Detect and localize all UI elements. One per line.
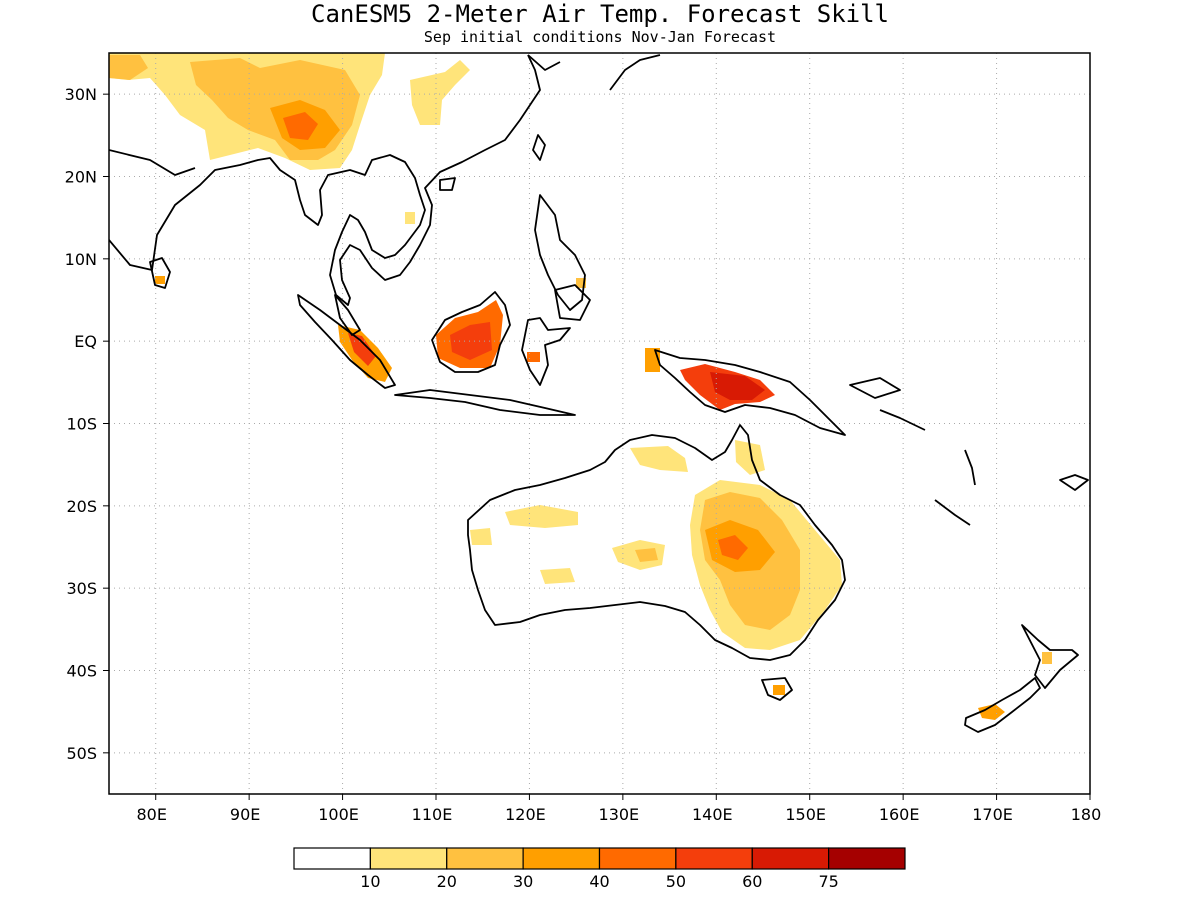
skill-region-borneo-dark bbox=[450, 322, 492, 360]
colorbar-label: 20 bbox=[437, 872, 457, 891]
lat-tick-label: EQ bbox=[74, 332, 97, 351]
colorbar: 10 20 30 40 50 60 75 bbox=[293, 847, 906, 891]
coastline-tasmania bbox=[761, 677, 793, 701]
colorbar-label: 30 bbox=[513, 872, 533, 891]
skill-region-aus-west4 bbox=[470, 528, 492, 545]
latitude-labels: 30N 20N 10N EQ 10S 20S 30S 40S 50S bbox=[65, 85, 109, 763]
coastline-asia bbox=[109, 54, 541, 306]
coastline-philippines bbox=[534, 194, 586, 311]
skill-region-aus-north bbox=[630, 446, 688, 472]
coastline-korea bbox=[527, 54, 561, 71]
coastline-japan bbox=[609, 54, 661, 91]
lat-tick-label: 20S bbox=[66, 497, 97, 516]
lat-tick-label: 30N bbox=[65, 85, 97, 104]
lon-tick-label: 160E bbox=[879, 805, 920, 824]
colorbar-swatch bbox=[522, 847, 601, 870]
skill-region-aus-west3 bbox=[540, 568, 575, 584]
coastline-newbritain bbox=[849, 377, 901, 399]
skill-region-newguinea-dark bbox=[710, 372, 765, 400]
skill-region-aus-west1 bbox=[505, 505, 578, 528]
colorbar-swatch bbox=[751, 847, 830, 870]
coastlines bbox=[109, 54, 1089, 733]
skill-region-srilanka bbox=[155, 276, 165, 284]
skill-region-newzealand bbox=[978, 704, 1005, 720]
coastline-newguinea bbox=[654, 349, 846, 436]
lon-tick-label: 120E bbox=[505, 805, 546, 824]
skill-region-sulawesi bbox=[527, 352, 540, 362]
colorbar-swatch bbox=[293, 847, 371, 870]
lon-tick-label: 130E bbox=[599, 805, 640, 824]
lon-tick-label: 150E bbox=[785, 805, 826, 824]
coastline-fiji bbox=[1059, 474, 1089, 491]
coastline-australia bbox=[467, 424, 846, 661]
coastline-sulawesi bbox=[521, 317, 571, 386]
coastline-hainan bbox=[439, 177, 456, 191]
lon-tick-label: 100E bbox=[318, 805, 359, 824]
coastline-newzealand-south bbox=[964, 677, 1041, 733]
coastline-malay bbox=[334, 294, 361, 336]
colorbar-swatch bbox=[369, 847, 448, 870]
lat-tick-label: 10N bbox=[65, 250, 97, 269]
lat-tick-label: 30S bbox=[66, 579, 97, 598]
colorbar-label: 60 bbox=[742, 872, 762, 891]
lon-tick-label: 90E bbox=[230, 805, 260, 824]
coastline-borneo bbox=[431, 291, 511, 373]
colorbar-swatch bbox=[598, 847, 677, 870]
lon-tick-label: 180 bbox=[1071, 805, 1102, 824]
coastline-srilanka bbox=[149, 257, 171, 289]
coastline-solomons bbox=[879, 409, 926, 431]
coastline-mindanao bbox=[554, 284, 591, 321]
page-title: CanESM5 2-Meter Air Temp. Forecast Skill bbox=[311, 0, 889, 28]
coastline-java bbox=[394, 389, 576, 416]
coastline-taiwan bbox=[532, 134, 546, 161]
colorbar-swatch bbox=[446, 847, 524, 870]
lat-tick-label: 10S bbox=[66, 415, 97, 434]
skill-region-aus-west2-mid bbox=[635, 548, 658, 562]
skill-region-china-dark bbox=[283, 112, 318, 140]
coastline-vanuatu bbox=[964, 449, 976, 486]
coastline-india bbox=[109, 149, 196, 176]
lat-tick-label: 20N bbox=[65, 168, 97, 187]
skill-shading bbox=[109, 53, 1052, 720]
lon-tick-label: 80E bbox=[136, 805, 166, 824]
page-subtitle: Sep initial conditions Nov-Jan Forecast bbox=[423, 28, 777, 46]
skill-region-aus-cape bbox=[735, 440, 765, 475]
lon-tick-label: 140E bbox=[692, 805, 733, 824]
skill-region-china-mid-2 bbox=[109, 55, 148, 80]
lat-tick-label: 50S bbox=[66, 744, 97, 763]
longitude-labels: 80E 90E 100E 110E 120E 130E 140E 150E 160E 170E 18… bbox=[136, 794, 1101, 824]
lat-tick-label: 40S bbox=[66, 662, 97, 681]
lon-tick-label: 170E bbox=[972, 805, 1013, 824]
colorbar-label: 75 bbox=[818, 872, 838, 891]
skill-region-vietnam bbox=[405, 212, 415, 224]
colorbar-swatch bbox=[675, 847, 753, 870]
lon-tick-label: 110E bbox=[412, 805, 453, 824]
coastline-newzealand-north bbox=[1021, 624, 1079, 689]
skill-region-aus-core bbox=[718, 535, 748, 560]
skill-region-newzealand-north bbox=[1042, 652, 1052, 664]
coastline-newcaledonia bbox=[934, 499, 971, 526]
colorbar-label: 40 bbox=[589, 872, 609, 891]
colorbar-label: 50 bbox=[666, 872, 686, 891]
skill-region-tasmania bbox=[773, 685, 785, 695]
colorbar-swatch bbox=[828, 847, 906, 870]
skill-region-china-light-2 bbox=[410, 60, 470, 125]
colorbar-label: 10 bbox=[360, 872, 380, 891]
coastline-sumatra bbox=[297, 294, 396, 389]
